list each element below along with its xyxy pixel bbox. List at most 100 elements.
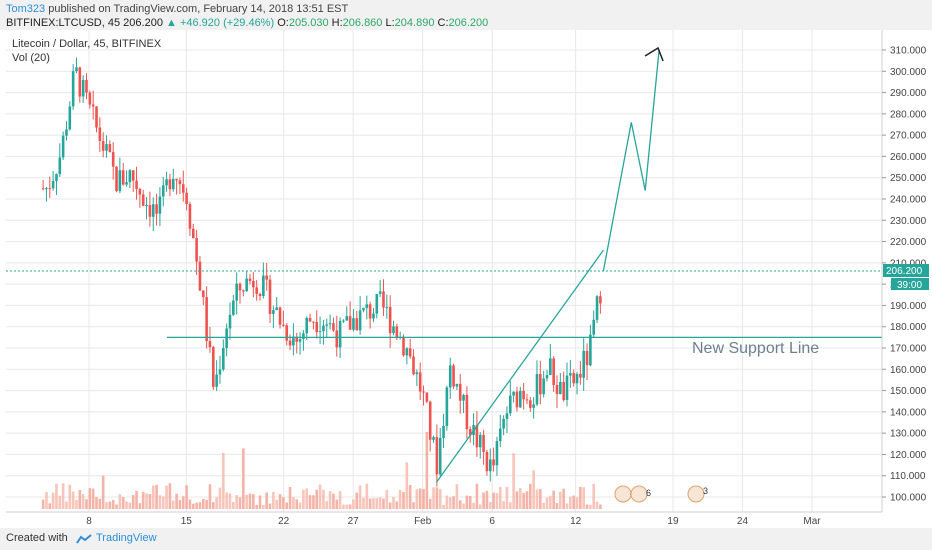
volume-bar [498, 486, 502, 509]
volume-bar [505, 486, 509, 509]
candle-body [388, 306, 392, 334]
candle-body [395, 326, 399, 338]
volume-bar [448, 497, 452, 509]
candle-body [285, 325, 289, 341]
volume-bar [222, 452, 225, 509]
event-count-3: 3 [703, 486, 708, 496]
volume-bar [322, 489, 325, 509]
time-tick-label: 12 [570, 516, 582, 527]
candle-body [515, 391, 519, 408]
volume-bar [121, 497, 125, 509]
candle-body [145, 205, 148, 207]
time-tick-label: 8 [86, 516, 92, 527]
time-tick-label: 24 [737, 516, 749, 527]
event-flag-icon[interactable] [614, 485, 632, 503]
candle-body [151, 204, 155, 217]
candle-body [368, 304, 372, 319]
candle-body [458, 383, 462, 401]
candle-body [575, 373, 579, 384]
volume-bar [599, 504, 602, 509]
volume-bar [135, 490, 138, 509]
volume-bar [422, 489, 425, 509]
candle-body [232, 300, 235, 315]
chart-area[interactable]: 310.000 300.000 290.000 280.000 270.000 260.0… [6, 30, 932, 528]
volume-bar [145, 493, 148, 509]
candle-body [495, 441, 499, 466]
candle-body [352, 318, 355, 330]
volume-bar [585, 504, 589, 509]
volume-bar [428, 498, 432, 509]
volume-bar [51, 492, 55, 509]
open-label: O: [277, 17, 289, 29]
price-chart[interactable]: 310.000 300.000 290.000 280.000 270.000 260.0… [6, 30, 932, 528]
candle-body [559, 381, 562, 395]
candle-body [595, 296, 599, 320]
candle-body [235, 283, 238, 301]
candle-body [308, 317, 312, 322]
volume-bar [305, 488, 309, 509]
volume-bar [559, 491, 562, 509]
time-axis[interactable]: 8 15 22 27 Feb 6 12 19 24 Mar [6, 511, 882, 527]
candle-body [88, 92, 92, 105]
candle-body [382, 291, 385, 308]
price-tick-label: 130.000 [890, 429, 927, 440]
candle-body [171, 178, 175, 190]
candle-body [505, 413, 509, 419]
candle-body [252, 280, 255, 288]
volume-bar [529, 483, 532, 509]
event-flag-icon[interactable] [630, 485, 648, 503]
candle-body [68, 106, 72, 130]
candle-body [585, 350, 589, 366]
candle-body [115, 166, 118, 192]
volume-bar [372, 498, 375, 509]
candle-body [135, 180, 138, 190]
candle-body [111, 152, 115, 167]
candle-body [312, 321, 315, 323]
author-link[interactable]: Tom323 [6, 3, 46, 15]
volume-bar [472, 502, 475, 509]
volume-bar [328, 491, 332, 509]
volume-bar [225, 492, 228, 509]
time-tick-label: 6 [489, 516, 495, 527]
candle-body [365, 304, 369, 308]
candle-body [228, 314, 232, 329]
candle-body [275, 307, 279, 311]
candle-body [168, 179, 172, 190]
price-tick-label: 260.000 [890, 152, 927, 163]
candle-body [215, 374, 218, 387]
volume-bar [332, 493, 335, 509]
candle-body [328, 323, 332, 325]
candle-body [412, 356, 415, 375]
volume-bar [201, 498, 205, 509]
time-tick-label: 19 [667, 516, 679, 527]
countdown-tag-bg [891, 278, 929, 290]
candle-body [188, 204, 192, 229]
volume-bar [275, 499, 279, 509]
volume-bar [265, 492, 268, 509]
candle-body [455, 383, 459, 387]
volume-bar [515, 491, 519, 509]
volume-bar [398, 489, 402, 509]
event-flag-icon[interactable] [687, 485, 705, 503]
candle-body [512, 391, 515, 396]
candle-body [298, 339, 302, 342]
volume-bar [258, 495, 262, 509]
volume-bar [562, 488, 565, 509]
candle-body [265, 275, 268, 280]
candle-body [218, 369, 222, 375]
volume-bar [295, 499, 299, 509]
candle-body [101, 140, 105, 151]
candle-body [138, 189, 142, 195]
volume-bar [91, 488, 95, 509]
price-tick-label: 120.000 [890, 450, 927, 461]
tradingview-link[interactable]: TradingView [96, 532, 157, 544]
volume-bar [58, 495, 62, 509]
event-markers[interactable]: 40 6 3 [614, 485, 708, 503]
volume-bar [125, 501, 128, 509]
volume-bar [455, 484, 459, 509]
volume-bar [41, 499, 45, 509]
candle-body [408, 348, 412, 357]
candle-body [295, 336, 299, 342]
candle-body [175, 178, 178, 181]
candle-body [78, 67, 82, 97]
